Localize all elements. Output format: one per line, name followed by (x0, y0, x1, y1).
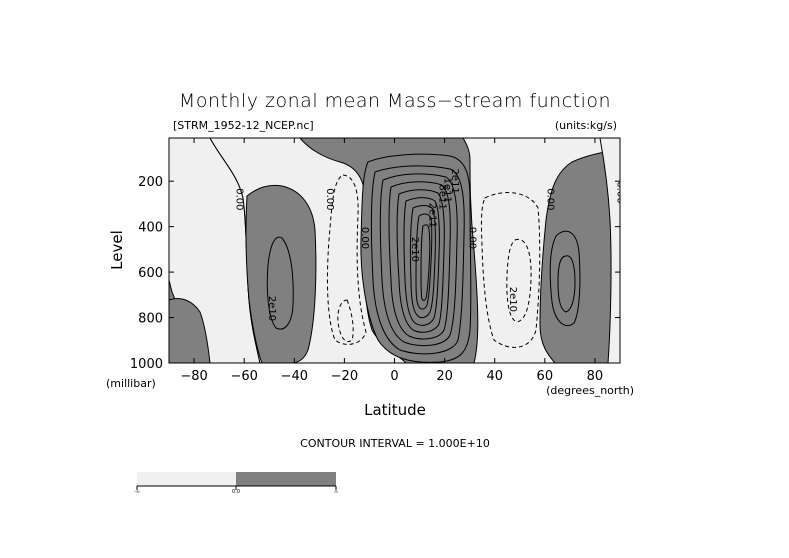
solid-contour-hadley-6 (409, 205, 436, 319)
x-tick-label: 20 (436, 369, 453, 384)
colorbar-positive-swatch (236, 472, 336, 486)
y-axis-label: Level (108, 230, 126, 270)
x-tick-label: 60 (537, 369, 554, 384)
x-tick-label: 0 (390, 369, 398, 384)
solid-contour-hadley-3 (388, 181, 451, 340)
y-tick-label: 800 (138, 312, 163, 327)
contour-label: 0.00 (324, 188, 335, 210)
positive-region-south-ferrel (245, 184, 317, 363)
x-tick-label: −80 (180, 369, 207, 384)
solid-contour-north-polar-inner (557, 255, 576, 313)
dashed-contour-south-hadley-1 (326, 174, 367, 345)
negative-region-north-polar-edge (599, 138, 620, 363)
contour-label: 0.00 (359, 227, 370, 249)
negative-region-north-ferrel (462, 138, 620, 363)
y-tick-label: 400 (138, 221, 163, 236)
contour-label: 0.00 (467, 227, 478, 249)
y-unit-label: (millibar) (106, 377, 156, 390)
solid-contour-hadley-5 (403, 197, 440, 326)
solid-contour-hadley-2 (379, 173, 458, 347)
contour-interval-label: CONTOUR INTERVAL = 1.000E+10 (300, 437, 490, 450)
contour-label: 0.00 (544, 188, 555, 210)
contour-label: 2e10 (507, 287, 518, 312)
solid-contour-hadley-7 (415, 213, 433, 310)
x-tick-label: −60 (230, 369, 257, 384)
solid-contour-south-ferrel-inner (266, 236, 294, 330)
plot-area: 0.00 0.00 0.00 0.00 0.00 0.00 2e10 2e10 2e11 2e11… (169, 138, 625, 363)
contour-label: 1e11 (442, 178, 453, 203)
contour-label: 8e11 (437, 184, 448, 209)
x-axis-ticks: −80 −60 −40 −20 0 20 40 60 80 (180, 138, 603, 384)
colorbar-label-min: -∞ (134, 489, 140, 495)
chart-title: Monthly zonal mean Mass−stream function (179, 90, 611, 112)
colorbar-negative-swatch (137, 472, 236, 486)
x-unit-label: (degrees_north) (546, 384, 634, 397)
contour-label: 2e11 (449, 169, 460, 194)
x-tick-label: −20 (331, 369, 358, 384)
negative-dashed-contours (326, 174, 541, 348)
y-tick-label: 600 (138, 266, 163, 281)
contour-label: 0.00 (234, 188, 245, 210)
y-axis-ticks: 200 400 600 800 1000 (130, 175, 620, 372)
contour-label: 2e10 (266, 296, 277, 321)
positive-region-south-polar-pocket (169, 298, 211, 363)
positive-solid-contours (266, 165, 576, 355)
units-label: (units:kg/s) (555, 119, 617, 132)
y-tick-label: 1000 (130, 357, 163, 372)
dashed-contour-north-ferrel-2 (506, 238, 532, 323)
solid-contour-hadley-1 (370, 165, 465, 355)
contour-label: 0.00 (614, 181, 625, 203)
colorbar: -∞ 0.0 ∞ (134, 472, 338, 495)
x-tick-label: −40 (281, 369, 308, 384)
contour-label: 2e11 (427, 203, 438, 228)
contour-labels: 0.00 0.00 0.00 0.00 0.00 0.00 2e10 2e10 2e11 2e11… (234, 169, 625, 322)
colorbar-label-zero: 0.0 (232, 489, 240, 495)
dashed-contour-north-ferrel-1 (480, 192, 541, 348)
contour-label: 2e10 (409, 237, 420, 262)
solid-contour-hadley-8 (420, 224, 431, 301)
x-tick-label: 40 (486, 369, 503, 384)
colorbar-label-max: ∞ (334, 489, 338, 495)
x-tick-label: 80 (587, 369, 604, 384)
y-tick-label: 200 (138, 175, 163, 190)
source-file-label: [STRM_1952-12_NCEP.nc] (173, 119, 314, 132)
dashed-contour-south-hadley-2 (337, 299, 354, 343)
solid-contour-hadley-4 (396, 189, 445, 333)
positive-region-north-polar (549, 230, 581, 327)
x-axis-label: Latitude (364, 401, 426, 419)
